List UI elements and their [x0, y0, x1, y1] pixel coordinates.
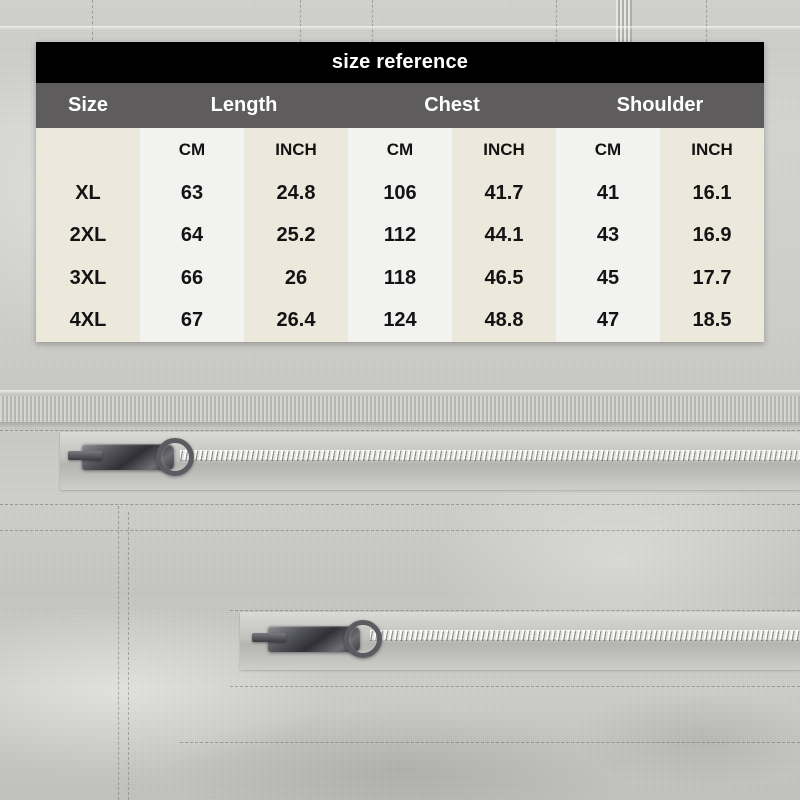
waistband-shadow	[0, 422, 800, 428]
seam-line-top-mid2	[372, 0, 373, 42]
cell-shoulder-cm: 47	[556, 299, 660, 342]
unit-header-blank	[36, 128, 140, 172]
unit-header-chest-cm: CM	[348, 128, 452, 172]
size-reference-table: size reference Size Length Chest Shoulde…	[36, 42, 764, 342]
table-row: XL 63 24.8 106 41.7 41 16.1	[36, 172, 764, 215]
table-row: 3XL 66 26 118 46.5 45 17.7	[36, 257, 764, 300]
upper-zipper-teeth	[180, 450, 800, 461]
elastic-waistband-rib	[0, 396, 800, 422]
table-group-header-row: Size Length Chest Shoulder	[36, 83, 764, 128]
cell-length-cm: 66	[140, 257, 244, 300]
cell-length-inch: 26	[244, 257, 348, 300]
cell-length-inch: 26.4	[244, 299, 348, 342]
seam-line-top-right2	[706, 0, 707, 42]
cell-shoulder-inch: 16.1	[660, 172, 764, 215]
lower-pocket-top-seam	[230, 610, 800, 611]
pocket-side-seam-left-inner	[128, 512, 129, 800]
table-unit-header-row: CM INCH CM INCH CM INCH	[36, 128, 764, 172]
cell-shoulder-cm: 45	[556, 257, 660, 300]
cell-size: XL	[36, 172, 140, 215]
seam-line-top-mid	[300, 0, 301, 42]
cell-length-inch: 24.8	[244, 172, 348, 215]
group-header-size: Size	[36, 83, 140, 128]
cell-chest-cm: 118	[348, 257, 452, 300]
upper-zipper-pull-tab	[68, 451, 102, 460]
cell-shoulder-inch: 17.7	[660, 257, 764, 300]
waistband-highlight	[0, 390, 800, 394]
cell-shoulder-inch: 18.5	[660, 299, 764, 342]
upper-pocket-zipper	[60, 432, 800, 490]
cell-length-cm: 67	[140, 299, 244, 342]
upper-zipper-pull-ring	[156, 438, 194, 476]
lower-zipper-pull-tab	[252, 633, 286, 642]
cell-chest-inch: 44.1	[452, 214, 556, 257]
cell-chest-cm: 106	[348, 172, 452, 215]
lower-pocket-bottom-seam	[230, 686, 800, 687]
cell-chest-inch: 46.5	[452, 257, 556, 300]
group-header-length: Length	[140, 83, 348, 128]
unit-header-chest-inch: INCH	[452, 128, 556, 172]
table-row: 4XL 67 26.4 124 48.8 47 18.5	[36, 299, 764, 342]
cell-chest-cm: 124	[348, 299, 452, 342]
pocket-flap-seam	[0, 530, 800, 531]
cell-shoulder-cm: 43	[556, 214, 660, 257]
lower-pocket-zipper	[240, 612, 800, 670]
cell-length-cm: 63	[140, 172, 244, 215]
fabric-highlight-top	[0, 26, 800, 30]
unit-header-shoulder-cm: CM	[556, 128, 660, 172]
lower-hem-seam	[180, 742, 800, 743]
table-title: size reference	[36, 42, 764, 83]
cell-length-inch: 25.2	[244, 214, 348, 257]
cell-size: 4XL	[36, 299, 140, 342]
seam-line-top-left	[92, 0, 93, 40]
unit-header-length-cm: CM	[140, 128, 244, 172]
top-zipper-teeth-strip	[616, 0, 632, 42]
unit-header-length-inch: INCH	[244, 128, 348, 172]
cell-chest-cm: 112	[348, 214, 452, 257]
upper-pocket-top-seam	[0, 430, 800, 431]
unit-header-shoulder-inch: INCH	[660, 128, 764, 172]
lower-zipper-teeth	[370, 630, 800, 641]
cell-chest-inch: 41.7	[452, 172, 556, 215]
table-row: 2XL 64 25.2 112 44.1 43 16.9	[36, 214, 764, 257]
cell-shoulder-cm: 41	[556, 172, 660, 215]
cell-chest-inch: 48.8	[452, 299, 556, 342]
upper-pocket-bottom-seam	[0, 504, 800, 505]
cell-shoulder-inch: 16.9	[660, 214, 764, 257]
cell-size: 2XL	[36, 214, 140, 257]
group-header-chest: Chest	[348, 83, 556, 128]
lower-zipper-pull-ring	[344, 620, 382, 658]
group-header-shoulder: Shoulder	[556, 83, 764, 128]
cell-size: 3XL	[36, 257, 140, 300]
seam-line-top-right	[556, 0, 557, 42]
pocket-side-seam-left	[118, 506, 119, 800]
cell-length-cm: 64	[140, 214, 244, 257]
table-title-row: size reference	[36, 42, 764, 83]
